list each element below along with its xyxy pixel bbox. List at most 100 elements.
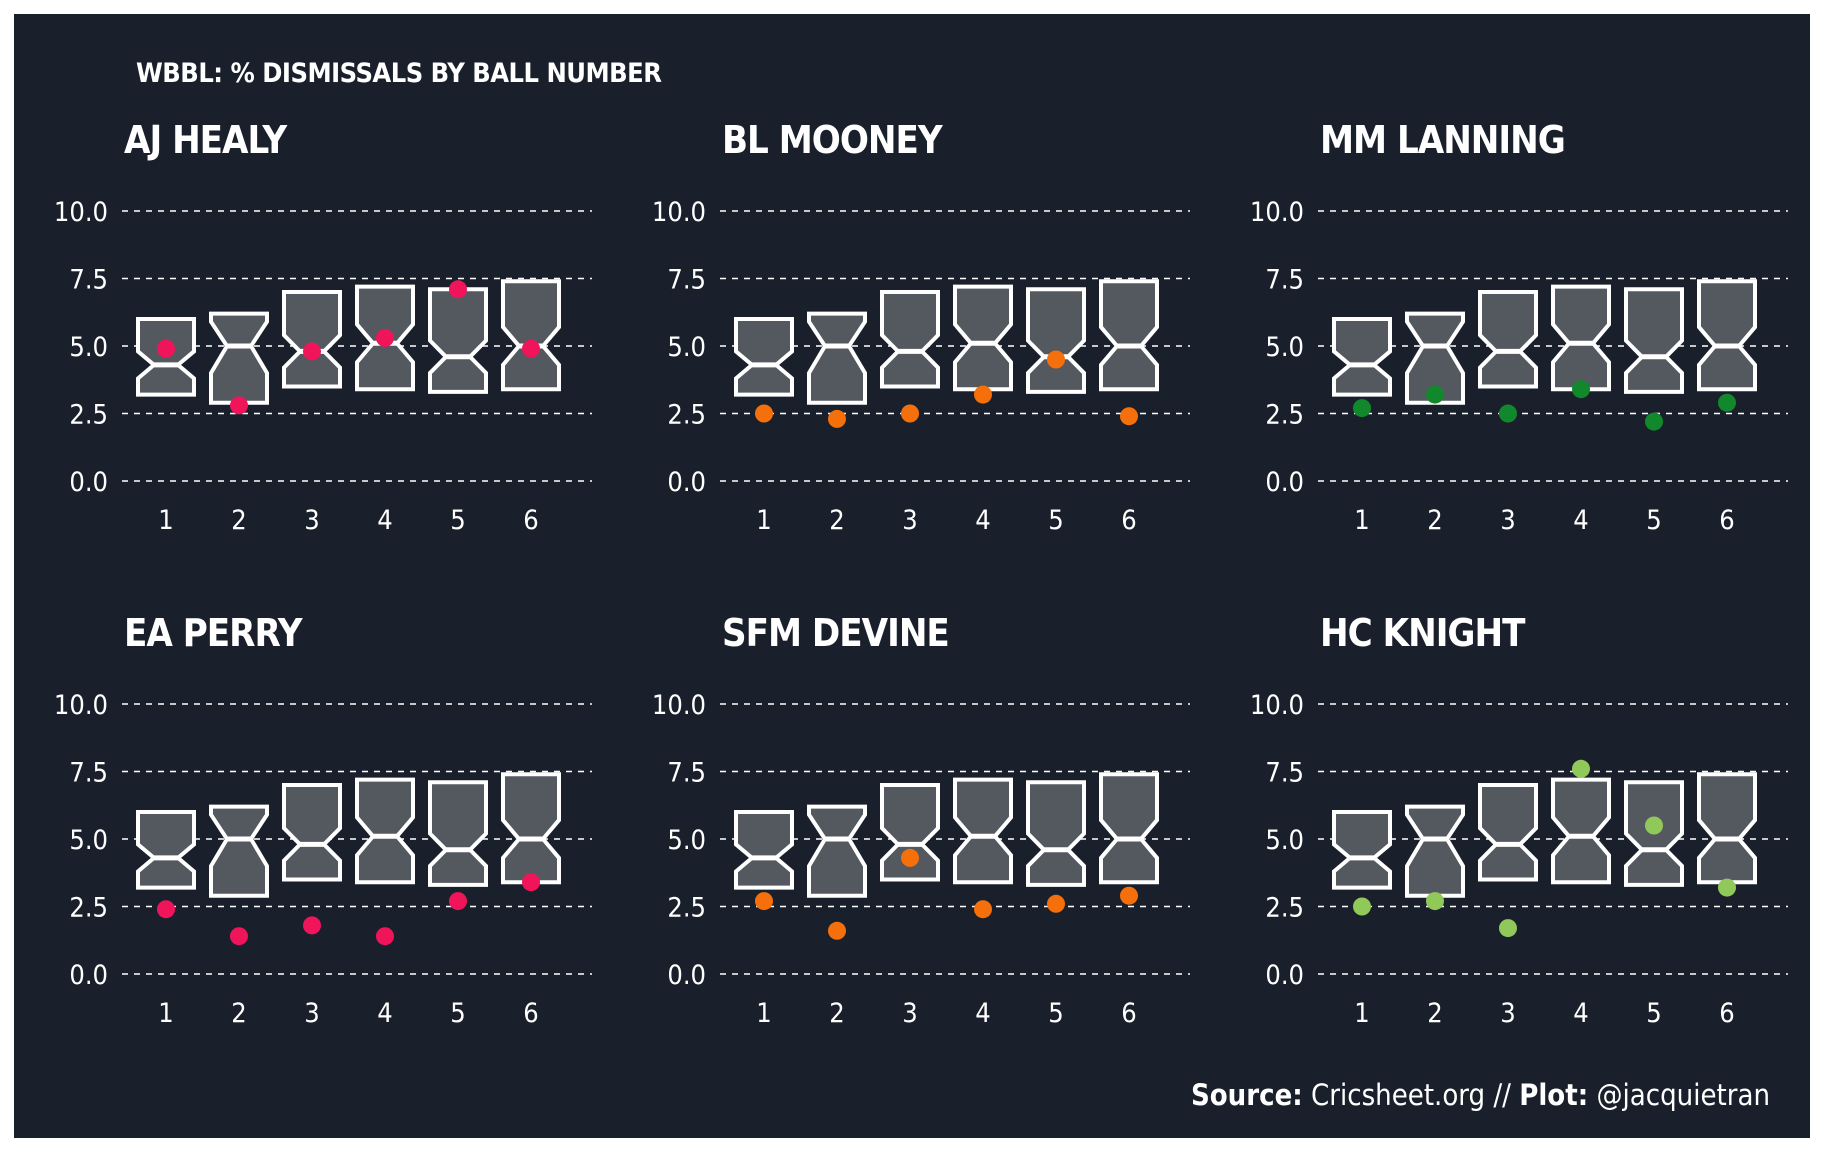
data-point-ball-1	[755, 892, 773, 911]
y-tick-label: 2.5	[667, 893, 706, 924]
data-point-ball-5	[1047, 350, 1065, 369]
x-tick-label: 6	[523, 998, 538, 1029]
x-tick-label: 2	[231, 998, 246, 1029]
y-tick-label: 7.5	[667, 758, 706, 789]
x-tick-label: 4	[975, 998, 990, 1029]
notched-box-ball-6	[501, 279, 561, 392]
x-tick-label: 3	[1500, 505, 1515, 536]
y-tick-label: 2.5	[1265, 893, 1304, 924]
x-tick-label: 4	[377, 505, 392, 536]
x-tick-label: 6	[1121, 505, 1136, 536]
notched-box-ball-1	[734, 317, 794, 397]
notched-box-ball-2	[807, 311, 867, 405]
y-tick-label: 2.5	[667, 400, 706, 431]
notched-box-ball-3	[880, 783, 940, 882]
notched-box-ball-2	[1405, 311, 1465, 405]
chart-title: WBBL: % DISMISSALS BY BALL NUMBER	[136, 58, 662, 89]
y-tick-label: 0.0	[1265, 960, 1304, 991]
y-tick-label: 0.0	[667, 960, 706, 991]
facet-sfm-devine: SFM DEVINE 0.0 2.5 5.0 7.5 10.0 1 2 3 4 5 6	[652, 611, 1190, 1029]
y-tick-label: 7.5	[1265, 265, 1304, 296]
data-point-ball-4	[974, 385, 992, 404]
notched-box-ball-5	[1026, 287, 1086, 394]
data-point-ball-4	[1572, 759, 1590, 778]
notched-box-ball-4	[355, 777, 415, 885]
notched-box-ball-4	[1551, 777, 1611, 885]
notched-box-ball-2	[209, 311, 269, 405]
notched-box-ball-3	[880, 290, 940, 389]
notched-box-ball-6	[1099, 279, 1159, 392]
notched-box-ball-1	[1332, 317, 1392, 397]
notched-box-ball-3	[1478, 783, 1538, 882]
caption-source-label: Source:	[1190, 1078, 1303, 1112]
y-tick-label: 5.0	[667, 332, 706, 363]
data-point-ball-6	[522, 339, 540, 358]
x-tick-label: 1	[756, 505, 771, 536]
data-point-ball-3	[1499, 919, 1517, 938]
notched-box-ball-5	[428, 780, 488, 887]
x-tick-label: 3	[902, 505, 917, 536]
notched-box-ball-5	[428, 287, 488, 394]
notched-box-ball-1	[136, 810, 196, 890]
notched-box-ball-1	[1332, 810, 1392, 890]
notched-box-ball-4	[953, 284, 1013, 392]
x-tick-label: 4	[1573, 505, 1588, 536]
x-tick-label: 3	[1500, 998, 1515, 1029]
data-point-ball-6	[1120, 407, 1138, 426]
y-tick-label: 10.0	[1250, 690, 1304, 721]
x-tick-label: 2	[1427, 505, 1442, 536]
y-tick-label: 5.0	[69, 825, 108, 856]
data-point-ball-6	[1120, 886, 1138, 905]
data-point-ball-3	[303, 342, 321, 361]
x-tick-label: 5	[1048, 998, 1063, 1029]
notched-box-ball-6	[1697, 279, 1757, 392]
x-tick-label: 3	[304, 998, 319, 1029]
data-point-ball-4	[974, 900, 992, 919]
facet-bl-mooney: BL MOONEY 0.0 2.5 5.0 7.5 10.0 1 2 3 4 5 6	[652, 118, 1190, 536]
data-point-ball-6	[522, 873, 540, 892]
y-tick-label: 7.5	[69, 265, 108, 296]
facet-title: BL MOONEY	[722, 118, 944, 162]
notched-box-ball-2	[807, 804, 867, 898]
data-point-ball-1	[1353, 897, 1371, 916]
data-point-ball-1	[157, 900, 175, 919]
data-point-ball-5	[449, 280, 467, 299]
x-tick-label: 5	[450, 998, 465, 1029]
x-tick-label: 2	[231, 505, 246, 536]
y-tick-label: 10.0	[54, 690, 108, 721]
data-point-ball-4	[376, 927, 394, 946]
x-tick-label: 5	[1048, 505, 1063, 536]
y-tick-label: 10.0	[652, 690, 706, 721]
x-tick-label: 5	[1646, 998, 1661, 1029]
y-tick-label: 2.5	[1265, 400, 1304, 431]
x-tick-label: 4	[1573, 998, 1588, 1029]
notched-box-ball-2	[1405, 804, 1465, 898]
notched-box-ball-3	[1478, 290, 1538, 389]
x-tick-label: 6	[1121, 998, 1136, 1029]
caption-plot-value: @jacquietran	[1596, 1078, 1770, 1112]
data-point-ball-5	[1047, 894, 1065, 913]
x-tick-label: 3	[902, 998, 917, 1029]
y-tick-label: 5.0	[1265, 332, 1304, 363]
caption-plot-label: Plot:	[1519, 1078, 1589, 1112]
y-tick-label: 10.0	[652, 197, 706, 228]
x-tick-label: 1	[1354, 505, 1369, 536]
data-point-ball-3	[901, 404, 919, 423]
data-point-ball-4	[1572, 380, 1590, 399]
y-tick-label: 2.5	[69, 893, 108, 924]
facet-aj-healy: AJ HEALY 0.0 2.5 5.0 7.5 10.0 1 2 3 4 5 6	[54, 118, 592, 536]
notched-box-ball-6	[1697, 772, 1757, 885]
facet-title: MM LANNING	[1320, 118, 1565, 162]
data-point-ball-3	[1499, 404, 1517, 423]
data-point-ball-6	[1718, 878, 1736, 897]
y-tick-label: 10.0	[54, 197, 108, 228]
data-point-ball-2	[1426, 385, 1444, 404]
notched-box-ball-4	[953, 777, 1013, 885]
data-point-ball-1	[755, 404, 773, 423]
data-point-ball-5	[1645, 816, 1663, 835]
data-point-ball-4	[376, 328, 394, 347]
data-point-ball-5	[1645, 412, 1663, 431]
notched-box-ball-1	[734, 810, 794, 890]
x-tick-label: 4	[975, 505, 990, 536]
